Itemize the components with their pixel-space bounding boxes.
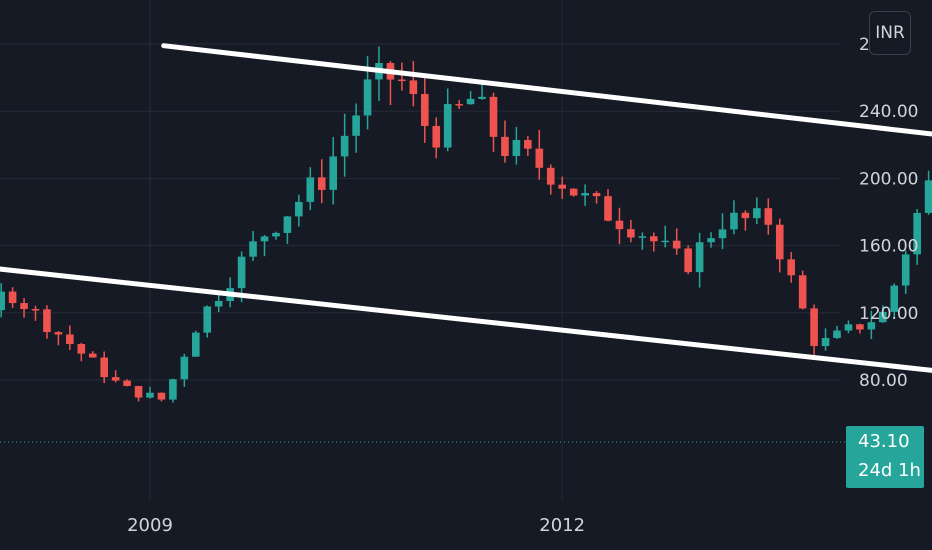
candle-down [421, 93, 429, 126]
candle-up [913, 212, 921, 255]
candle-down [856, 324, 864, 330]
candle-up [169, 379, 177, 400]
candle-up [272, 232, 280, 237]
trendline-upper-channel[interactable] [161, 43, 932, 285]
y-tick-label: 200.00 [859, 169, 918, 189]
candle-up [0, 291, 5, 311]
candle-down [741, 212, 750, 219]
candle-up [352, 115, 360, 136]
candle-up [192, 332, 200, 357]
candle-up [730, 212, 738, 230]
candle-up [512, 139, 521, 157]
candle-up [581, 193, 589, 196]
candle-down [810, 308, 818, 347]
candle-up [924, 180, 932, 213]
candle-down [569, 188, 578, 196]
candle-down [157, 392, 166, 400]
candle-up [249, 241, 257, 257]
candle-down [432, 125, 441, 148]
candle-down [535, 148, 544, 168]
candle-up [879, 311, 887, 323]
candle-down [650, 236, 658, 242]
candle-down [615, 220, 624, 230]
candle-up [695, 242, 704, 273]
last-price-label: 43.10 24d 1h [846, 426, 924, 488]
candle-up [901, 254, 910, 286]
candle-down [123, 380, 131, 387]
candle-up [890, 285, 899, 312]
candle-down [775, 224, 784, 260]
candle-down [20, 303, 28, 310]
candle-up [707, 238, 715, 243]
candle-up [295, 201, 303, 217]
candle-down [604, 196, 612, 221]
candle-up [180, 356, 189, 380]
x-tick-label: 2012 [539, 515, 585, 536]
candle-down [54, 332, 63, 335]
candle-up [821, 337, 830, 347]
candle-down [77, 344, 86, 354]
candle-up [844, 324, 853, 331]
y-tick-label: 240.00 [859, 102, 918, 122]
candle-down [398, 79, 406, 82]
candle-down [798, 275, 807, 309]
candle-down [455, 104, 463, 106]
candle-down [558, 184, 566, 189]
candle-up [466, 98, 475, 105]
candle-up [478, 96, 486, 99]
y-tick-label: 80.00 [859, 371, 908, 391]
candle-up [363, 79, 372, 116]
trendlines [0, 43, 932, 469]
candle-up [661, 240, 670, 243]
x-tick-label: 2009 [127, 515, 173, 536]
bar-countdown: 24d 1h [858, 460, 921, 481]
candle-down [501, 136, 509, 157]
candle-up [718, 229, 727, 239]
candle-down [672, 240, 681, 249]
candle-up [237, 256, 246, 289]
candle-down [43, 309, 51, 333]
candle-down [764, 208, 773, 225]
candle-down [409, 80, 418, 94]
candle-up [203, 306, 212, 333]
candle-down [88, 353, 97, 358]
y-axis: 80.00 120.00 160.00 200.00 240.00 2 [859, 35, 918, 391]
candle-up [340, 135, 349, 157]
candle-down [627, 229, 635, 238]
y-tick-label: 120.00 [859, 304, 918, 324]
candle-down [546, 167, 555, 185]
candle-up [214, 300, 223, 307]
candle-down [111, 377, 120, 381]
candle-down [787, 259, 795, 276]
candle-down [524, 139, 532, 149]
candle-up [833, 330, 841, 338]
candle-up [638, 236, 647, 238]
candle-up [283, 216, 292, 233]
candle-up [443, 104, 452, 148]
candle-down [100, 357, 108, 378]
candle-up [146, 392, 154, 398]
candle-down [8, 291, 17, 304]
candle-up [306, 177, 315, 202]
candle-down [489, 96, 498, 137]
candle-up [867, 322, 876, 330]
candle-up [260, 236, 269, 242]
currency-badge[interactable]: INR [869, 11, 911, 55]
candle-up [329, 156, 337, 190]
y-tick-label: 2 [859, 35, 870, 55]
y-tick-label: 160.00 [859, 237, 918, 257]
candle-down [66, 334, 74, 345]
candle-down [134, 386, 143, 398]
trendline-lower-channel[interactable] [0, 266, 932, 469]
candle-up [753, 208, 761, 219]
candle-down [592, 193, 601, 197]
candle-down [684, 248, 692, 273]
x-axis: 200620092012201520182021202 [127, 515, 585, 536]
candle-down [31, 309, 40, 311]
candle-down [317, 177, 326, 190]
last-price-value: 43.10 [858, 431, 910, 452]
